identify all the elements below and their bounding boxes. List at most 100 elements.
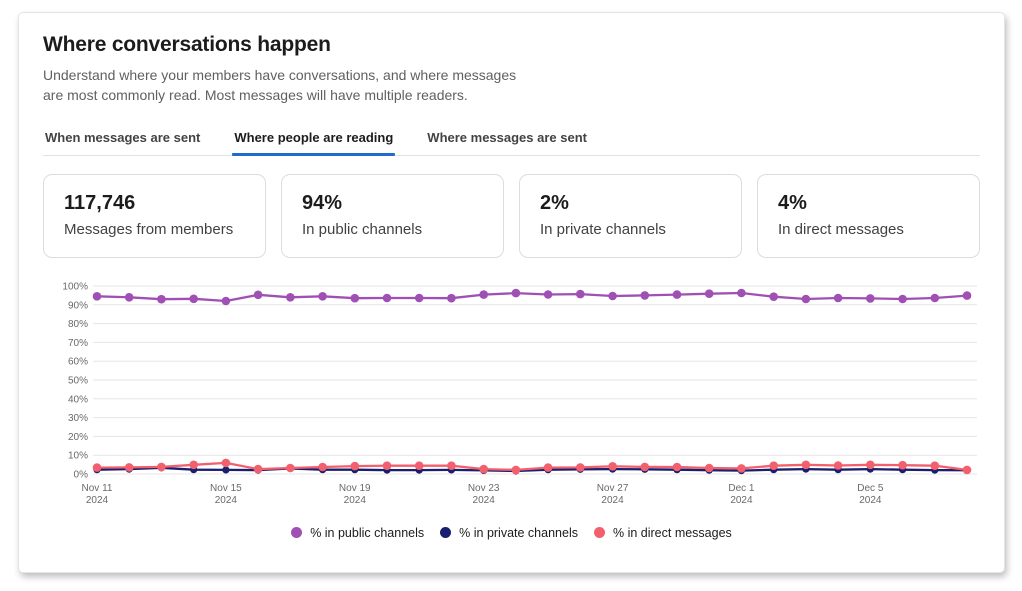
data-point[interactable] xyxy=(930,293,940,302)
data-point[interactable] xyxy=(318,462,327,471)
y-axis-label: 50% xyxy=(68,375,88,386)
legend-item-public-channels[interactable]: % in public channels xyxy=(286,526,429,540)
data-point[interactable] xyxy=(704,463,714,472)
data-point[interactable] xyxy=(382,293,392,302)
data-point[interactable] xyxy=(737,463,746,473)
legend-item-private-channels[interactable]: % in private channels xyxy=(435,526,583,540)
data-point[interactable] xyxy=(833,460,843,470)
data-point[interactable] xyxy=(576,289,585,298)
data-point[interactable] xyxy=(286,463,295,472)
x-axis-label-date: Dec 5 xyxy=(857,483,884,494)
data-point[interactable] xyxy=(640,462,650,471)
page-subtitle: Understand where your members have conve… xyxy=(43,67,517,104)
y-axis-label: 30% xyxy=(68,413,88,424)
stat-label: Messages from members xyxy=(64,220,234,238)
series-line xyxy=(96,466,968,472)
stat-label: In private channels xyxy=(540,220,666,238)
data-point[interactable] xyxy=(576,462,585,472)
private-channels-dot-icon xyxy=(440,527,452,539)
data-point[interactable] xyxy=(511,465,521,474)
data-point[interactable] xyxy=(543,462,553,472)
analytics-panel: Where conversations happen Understand wh… xyxy=(18,12,1005,573)
data-point[interactable] xyxy=(930,460,940,470)
y-axis-label: 60% xyxy=(68,356,88,367)
data-point[interactable] xyxy=(318,291,327,301)
x-axis-label-year: 2024 xyxy=(215,495,238,506)
public-channels-dot-icon xyxy=(291,527,303,539)
data-point[interactable] xyxy=(157,294,166,304)
x-axis-label-date: Nov 11 xyxy=(82,483,113,494)
data-point[interactable] xyxy=(801,460,811,469)
x-axis-label-year: 2024 xyxy=(601,495,624,506)
data-point[interactable] xyxy=(350,461,360,470)
tab-where-people-are-reading[interactable]: Where people are reading xyxy=(232,126,396,156)
x-axis-label-year: 2024 xyxy=(859,495,882,506)
chart-legend: % in public channels % in private channe… xyxy=(43,526,980,540)
data-point[interactable] xyxy=(479,464,489,473)
data-point[interactable] xyxy=(801,294,811,303)
data-point[interactable] xyxy=(189,294,198,303)
data-point[interactable] xyxy=(286,292,295,302)
x-axis-label-year: 2024 xyxy=(86,495,109,506)
y-axis-label: 10% xyxy=(68,450,88,461)
legend-item-direct-messages[interactable]: % in direct messages xyxy=(589,526,737,540)
data-point[interactable] xyxy=(124,292,134,302)
data-point[interactable] xyxy=(962,465,972,474)
direct-messages-dot-icon xyxy=(593,527,605,539)
data-point[interactable] xyxy=(124,462,134,472)
data-point[interactable] xyxy=(672,462,682,471)
stat-value: 2% xyxy=(540,191,569,214)
y-axis-label: 0% xyxy=(74,469,89,480)
data-point[interactable] xyxy=(414,460,424,470)
stat-card-messages-from-members: 117,746 Messages from members xyxy=(43,173,266,258)
data-point[interactable] xyxy=(833,293,843,302)
legend-label: % in private channels xyxy=(459,525,578,540)
data-point[interactable] xyxy=(414,293,424,302)
x-axis-label-year: 2024 xyxy=(344,495,367,506)
data-point[interactable] xyxy=(866,293,875,303)
legend-label: % in direct messages xyxy=(612,525,732,540)
data-point[interactable] xyxy=(157,462,166,471)
tabs: When messages are sent Where people are … xyxy=(43,126,980,156)
data-point[interactable] xyxy=(92,462,102,472)
data-point[interactable] xyxy=(898,460,907,470)
stat-value: 94% xyxy=(302,191,343,214)
x-axis-label-date: Nov 27 xyxy=(597,483,629,494)
data-point[interactable] xyxy=(350,293,360,303)
data-point[interactable] xyxy=(737,288,746,297)
stat-value: 117,746 xyxy=(64,191,136,214)
data-point[interactable] xyxy=(704,288,714,298)
data-point[interactable] xyxy=(221,458,231,467)
data-point[interactable] xyxy=(447,460,456,470)
data-point[interactable] xyxy=(543,289,553,299)
data-point[interactable] xyxy=(672,289,682,299)
stat-label: In direct messages xyxy=(778,220,904,238)
x-axis-label-date: Nov 19 xyxy=(339,483,371,494)
data-point[interactable] xyxy=(253,464,263,473)
data-point[interactable] xyxy=(92,291,102,301)
data-point[interactable] xyxy=(608,461,617,471)
y-axis-label: 100% xyxy=(62,281,88,292)
data-point[interactable] xyxy=(769,460,778,470)
data-point[interactable] xyxy=(769,291,778,301)
data-point[interactable] xyxy=(189,460,198,469)
stat-value: 4% xyxy=(778,191,807,214)
data-point[interactable] xyxy=(511,288,521,297)
data-point[interactable] xyxy=(866,460,875,469)
data-point[interactable] xyxy=(640,290,650,300)
data-point[interactable] xyxy=(898,294,907,303)
data-point[interactable] xyxy=(479,289,489,299)
y-axis-label: 90% xyxy=(68,300,88,311)
data-point[interactable] xyxy=(382,460,392,470)
data-point[interactable] xyxy=(221,296,231,305)
conversations-line-chart: 0%10%20%30%40%50%60%70%80%90%100%Nov 112… xyxy=(62,281,977,506)
data-point[interactable] xyxy=(447,293,456,303)
stat-card-direct-messages: 4% In direct messages xyxy=(757,173,980,258)
data-point[interactable] xyxy=(253,290,263,299)
tab-where-messages-are-sent[interactable]: Where messages are sent xyxy=(427,129,587,145)
data-point[interactable] xyxy=(222,465,230,474)
data-point[interactable] xyxy=(608,291,617,300)
data-point[interactable] xyxy=(962,290,972,300)
stat-card-public-channels: 94% In public channels xyxy=(281,173,504,258)
tab-when-messages-are-sent[interactable]: When messages are sent xyxy=(45,129,201,145)
